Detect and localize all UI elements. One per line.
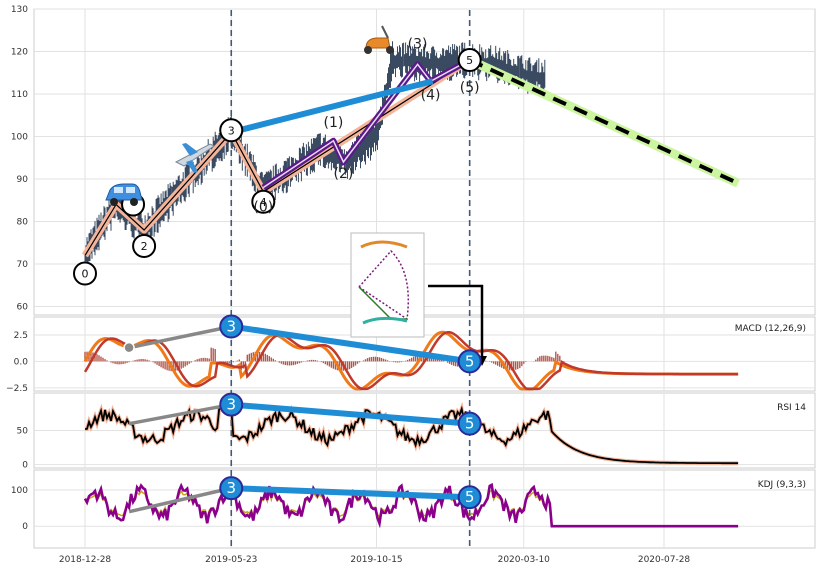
rsi-line: [84, 405, 739, 465]
inset-thumbnail-icon: [350, 232, 425, 338]
car-wheel: [110, 198, 118, 206]
sub-wave-label: (3): [408, 36, 428, 52]
price-ytick-label: 70: [17, 260, 29, 270]
macd-divergence-marker: [457, 349, 482, 374]
price-ytick-label: 120: [11, 48, 28, 58]
x-tick-label: 2018-12-28: [59, 555, 112, 565]
sub-wave-label: (2): [334, 166, 354, 182]
macd-divergence-marker-label: 3: [226, 318, 236, 336]
price-ytick-label: 90: [17, 175, 29, 185]
wave-circle-label: 3: [228, 124, 235, 137]
x-tick-label: 2019-10-15: [350, 555, 402, 565]
sub-wave-label: (5): [460, 80, 480, 96]
sub-wave-label: (0): [253, 200, 273, 216]
car-wheel: [130, 198, 138, 206]
scooter-body: [365, 37, 391, 49]
rsi-divergence-marker-label: 3: [226, 396, 236, 414]
car-icon: [105, 183, 143, 206]
macd-gray-dot: [123, 341, 135, 354]
projection-dashed-line: [468, 58, 739, 186]
price-ytick-label: 130: [11, 5, 28, 15]
price-ytick-label: 80: [17, 218, 29, 228]
kdj-panel: KDJ (9,3,3): [83, 480, 806, 529]
scooter-wheel: [386, 46, 394, 54]
rsi-divergence-line: [231, 401, 470, 427]
kdj-k-line: [83, 481, 739, 529]
macd-divergence-line: [230, 323, 471, 365]
wave-circle-label: 2: [141, 240, 148, 253]
macd-divergence-marker: [219, 314, 244, 339]
kdj-ytick-label: 100: [11, 486, 28, 496]
plane-body: [174, 143, 215, 167]
thumbnail-frame: [350, 232, 425, 338]
price-ytick-label: 110: [11, 90, 28, 100]
kdj-divergence-marker-label: 5: [465, 488, 475, 506]
price-ytick-label: 60: [17, 303, 29, 313]
sub-wave-inner: [262, 59, 471, 189]
car-window: [126, 187, 135, 193]
macd-ytick-label: 0.0: [14, 357, 29, 367]
inset-arrow: [428, 284, 484, 358]
airplane-icon: [174, 143, 215, 173]
rsi-label: RSI 14: [777, 403, 806, 413]
macd-panel: MACD (12,26,9): [83, 324, 806, 391]
x-tick-label: 2020-07-28: [638, 555, 691, 565]
rsi-ytick-label: 0: [22, 461, 28, 471]
kdj-divergence-line: [231, 485, 470, 501]
axis-labels: 60708090100110120130−2.50.02.50500100201…: [6, 5, 690, 565]
primary-wave-line: [84, 59, 471, 256]
scooter-handle: [381, 25, 389, 39]
annotation-overlay: 0 2 3 4 5 (0) (1) (2) (3) (4) (5) 3 5 3 5 3 5: [73, 10, 741, 548]
x-tick-label: 2019-05-23: [205, 555, 257, 565]
wave-circle: [251, 189, 276, 214]
kdj-label: KDJ (9,3,3): [758, 480, 806, 490]
plane-wing: [182, 143, 198, 156]
macd-ytick-label: 2.5: [14, 331, 28, 341]
thumbnail-curve: [357, 249, 410, 321]
macd-ytick-label: −2.5: [6, 384, 28, 394]
car-window: [114, 187, 123, 193]
wave-circle: [457, 48, 482, 72]
kdj-divergence-marker: [457, 485, 482, 510]
price-divergence-line: [230, 78, 434, 136]
scooter-icon: [364, 25, 394, 54]
rsi-ytick-label: 50: [17, 427, 29, 437]
thumbnail-curve: [362, 316, 408, 325]
kdj-divergence-marker: [219, 476, 244, 501]
wave-circle-label: 0: [82, 268, 89, 281]
kdj-ytick-label: 0: [22, 522, 28, 532]
wave-circle-label: 4: [260, 196, 267, 209]
scooter-wheel: [364, 46, 372, 54]
sub-wave-label: (1): [324, 115, 344, 131]
rsi-gray-line: [128, 402, 232, 426]
rsi-divergence-marker: [219, 392, 244, 417]
macd-gray-line: [128, 324, 232, 350]
sub-wave-label: (4): [421, 87, 441, 103]
macd-label: MACD (12,26,9): [735, 324, 806, 334]
kdj-gray-line: [128, 486, 232, 514]
macd-divergence-marker-label: 5: [465, 352, 475, 370]
macd-signal-line: [83, 331, 739, 391]
rsi-panel: RSI 14: [84, 401, 806, 466]
wave-circle: [73, 261, 97, 286]
rsi-divergence-marker-label: 5: [465, 415, 475, 433]
x-tick-label: 2020-03-10: [498, 555, 551, 565]
wave-circle-label: 5: [466, 54, 473, 67]
plane-wing: [186, 160, 198, 173]
price-ytick-label: 100: [11, 133, 28, 143]
rsi-divergence-marker: [457, 411, 482, 436]
wave-circle: [219, 118, 244, 143]
thumbnail-curve: [360, 240, 408, 249]
kdj-divergence-marker-label: 3: [226, 479, 236, 497]
wave-circle: [132, 234, 157, 258]
